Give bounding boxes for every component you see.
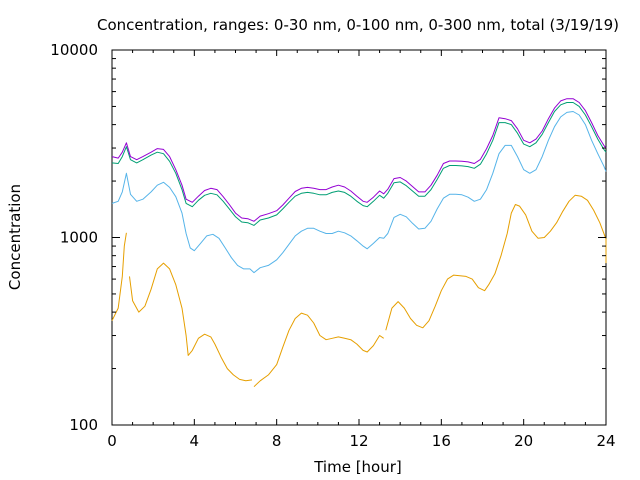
y-axis-label: Concentration xyxy=(6,184,24,290)
x-tick-label: 16 xyxy=(432,432,451,450)
y-tick-label: 100 xyxy=(69,416,98,434)
series-0-line-segment-1 xyxy=(129,262,253,382)
y-tick-label: 10000 xyxy=(50,41,98,59)
series-layer xyxy=(111,98,607,388)
plot-area xyxy=(111,49,607,426)
series-0-line-segment-3 xyxy=(385,194,607,331)
x-tick-label: 12 xyxy=(349,432,368,450)
ticks-layer: 0 4 8 12 16 20 24 100 1000 10000 xyxy=(50,41,615,450)
series-2-line-segment-0 xyxy=(111,102,607,226)
x-tick-label: 24 xyxy=(596,432,615,450)
x-tick-label: 20 xyxy=(514,432,533,450)
y-tick-label: 1000 xyxy=(60,229,98,247)
series-3-line-segment-0 xyxy=(111,98,607,222)
x-tick-label: 4 xyxy=(190,432,200,450)
x-axis-label: Time [hour] xyxy=(313,458,402,476)
series-0-line-segment-0 xyxy=(111,232,127,321)
x-tick-label: 8 xyxy=(272,432,282,450)
plot-frame xyxy=(111,49,607,426)
chart-title: Concentration, ranges: 0-30 nm, 0-100 nm… xyxy=(97,16,619,34)
x-tick-label: 0 xyxy=(107,432,117,450)
series-0-line-segment-2 xyxy=(253,312,384,388)
series-1-line-segment-0 xyxy=(111,111,607,274)
